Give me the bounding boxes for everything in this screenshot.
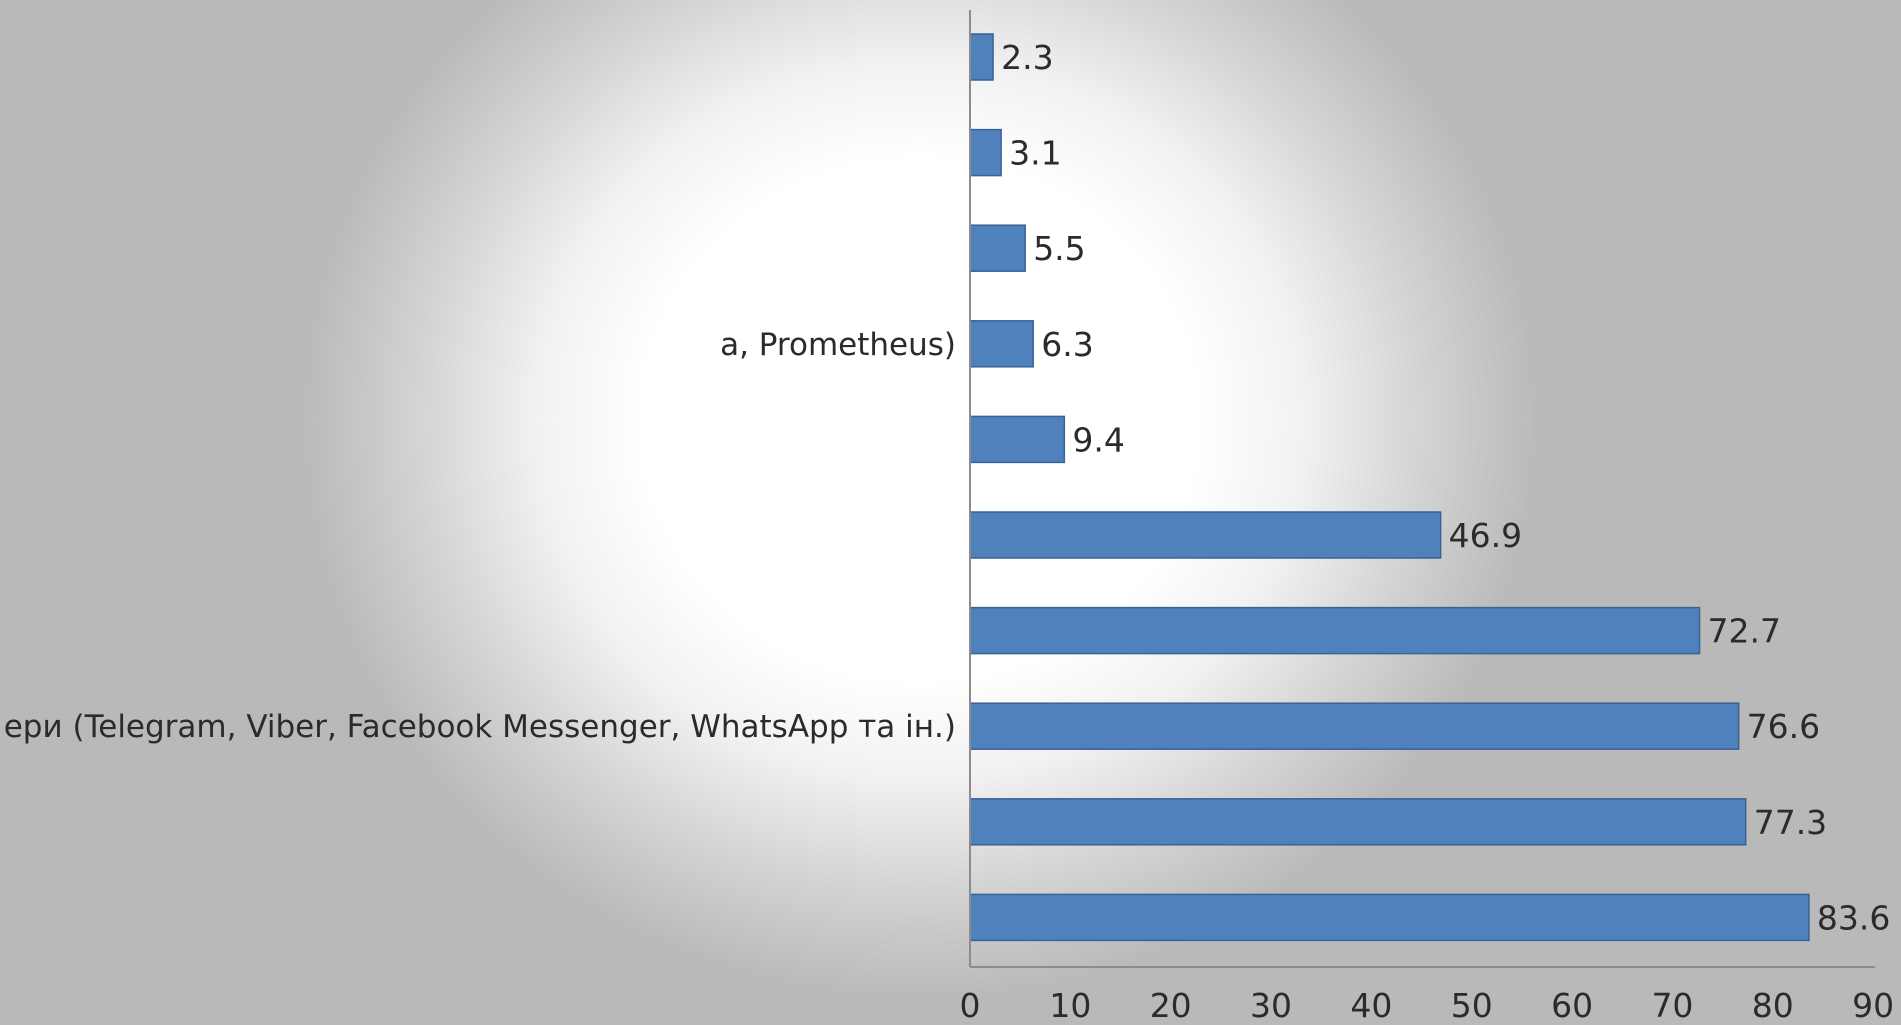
x-tick-label: 10 — [1049, 986, 1091, 1025]
bar — [969, 320, 1034, 368]
bar — [969, 606, 1701, 655]
bars-layer — [969, 33, 1810, 942]
bar-value-label: 9.4 — [1072, 420, 1124, 459]
x-tick-label: 20 — [1150, 986, 1192, 1025]
bar-value-label: 46.9 — [1449, 516, 1522, 555]
category-label: а, Prometheus) — [720, 327, 956, 363]
bar-value-label: 5.5 — [1033, 229, 1085, 268]
bar — [969, 33, 994, 81]
bar — [969, 224, 1026, 272]
bar — [969, 128, 1002, 177]
bar-value-label: 83.6 — [1817, 898, 1890, 937]
bar — [969, 511, 1442, 559]
bar-value-label: 72.7 — [1708, 612, 1781, 651]
bar-value-label: 3.1 — [1009, 134, 1061, 173]
x-tick-labels-layer: 0 10 20 30 40 50 60 70 80 90 — [960, 986, 1895, 1025]
x-tick-label: 60 — [1551, 986, 1593, 1025]
bar-value-label: 77.3 — [1754, 803, 1827, 842]
value-labels-layer: 2.3 3.1 5.5 6.3 9.4 46.9 72.7 76.6 77.3 83.6 — [1001, 38, 1890, 937]
bar — [969, 415, 1066, 464]
bar-value-label: 6.3 — [1041, 325, 1093, 364]
x-tick-label: 80 — [1752, 986, 1794, 1025]
x-tick-label: 50 — [1451, 986, 1493, 1025]
bar-value-label: 2.3 — [1001, 38, 1053, 77]
x-tick-label: 90 — [1852, 986, 1894, 1025]
x-tick-label: 0 — [960, 986, 981, 1025]
bar — [969, 893, 1810, 942]
x-tick-label: 70 — [1651, 986, 1693, 1025]
x-tick-label: 40 — [1350, 986, 1392, 1025]
bar — [969, 798, 1747, 846]
bar — [969, 702, 1740, 750]
x-tick-label: 30 — [1250, 986, 1292, 1025]
category-labels-layer: а, Prometheus) ери (Telegram, Viber, Face… — [4, 327, 956, 745]
category-label: ери (Telegram, Viber, Facebook Messenger… — [4, 709, 956, 745]
bar-value-label: 76.6 — [1747, 707, 1820, 746]
